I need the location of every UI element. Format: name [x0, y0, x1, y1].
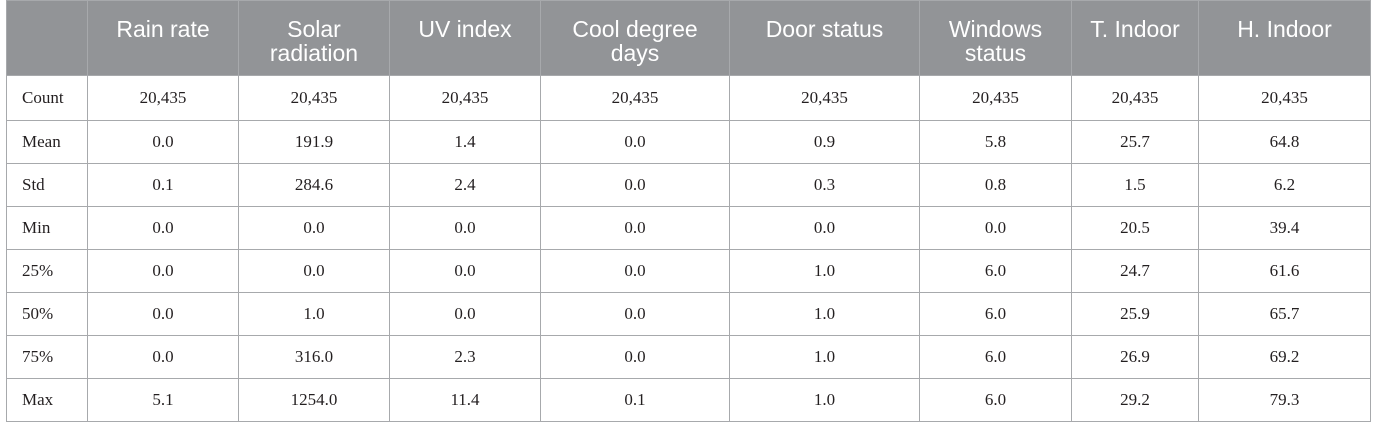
- cell-windows-status: 6.0: [919, 378, 1072, 422]
- cell-t-indoor: 25.7: [1071, 120, 1199, 164]
- statistics-table: Rain rate Solar radiation UV index Cool …: [6, 0, 1371, 422]
- cell-rain-rate: 20,435: [87, 75, 239, 121]
- cell-rain-rate: 0.0: [87, 335, 239, 379]
- cell-rain-rate: 0.0: [87, 249, 239, 293]
- cell-uv-index: 1.4: [389, 120, 541, 164]
- cell-uv-index: 0.0: [389, 249, 541, 293]
- cell-windows-status: 5.8: [919, 120, 1072, 164]
- header-corner-cell: [6, 0, 88, 76]
- cell-solar-radiation: 20,435: [238, 75, 390, 121]
- column-header-cool-degree-days: Cool degree days: [540, 0, 730, 76]
- cell-t-indoor: 29.2: [1071, 378, 1199, 422]
- cell-solar-radiation: 0.0: [238, 249, 390, 293]
- cell-door-status: 1.0: [729, 249, 920, 293]
- row-label: 75%: [6, 335, 88, 379]
- cell-t-indoor: 20.5: [1071, 206, 1199, 250]
- cell-h-indoor: 6.2: [1198, 163, 1371, 207]
- cell-windows-status: 6.0: [919, 249, 1072, 293]
- row-label: Max: [6, 378, 88, 422]
- cell-door-status: 1.0: [729, 378, 920, 422]
- cell-solar-radiation: 1.0: [238, 292, 390, 336]
- cell-rain-rate: 0.0: [87, 206, 239, 250]
- cell-cool-degree-days: 0.0: [540, 335, 730, 379]
- column-header-rain-rate: Rain rate: [87, 0, 239, 76]
- cell-solar-radiation: 191.9: [238, 120, 390, 164]
- cell-h-indoor: 65.7: [1198, 292, 1371, 336]
- table-row-count: Count 20,435 20,435 20,435 20,435 20,435 20,43…: [6, 75, 1371, 121]
- cell-rain-rate: 5.1: [87, 378, 239, 422]
- cell-windows-status: 0.0: [919, 206, 1072, 250]
- cell-door-status: 20,435: [729, 75, 920, 121]
- cell-uv-index: 0.0: [389, 292, 541, 336]
- cell-cool-degree-days: 0.1: [540, 378, 730, 422]
- cell-cool-degree-days: 0.0: [540, 206, 730, 250]
- table-row-p25: 25% 0.0 0.0 0.0 0.0 1.0 6.0 24.7 61.6: [6, 249, 1371, 293]
- cell-cool-degree-days: 0.0: [540, 163, 730, 207]
- cell-t-indoor: 26.9: [1071, 335, 1199, 379]
- cell-windows-status: 0.8: [919, 163, 1072, 207]
- cell-uv-index: 20,435: [389, 75, 541, 121]
- table-row-min: Min 0.0 0.0 0.0 0.0 0.0 0.0 20.5 39.4: [6, 206, 1371, 250]
- cell-windows-status: 6.0: [919, 292, 1072, 336]
- cell-uv-index: 0.0: [389, 206, 541, 250]
- cell-t-indoor: 25.9: [1071, 292, 1199, 336]
- cell-h-indoor: 20,435: [1198, 75, 1371, 121]
- cell-door-status: 1.0: [729, 335, 920, 379]
- cell-windows-status: 20,435: [919, 75, 1072, 121]
- table-row-max: Max 5.1 1254.0 11.4 0.1 1.0 6.0 29.2 79.3: [6, 378, 1371, 422]
- cell-t-indoor: 1.5: [1071, 163, 1199, 207]
- row-label: 50%: [6, 292, 88, 336]
- row-label: 25%: [6, 249, 88, 293]
- cell-solar-radiation: 316.0: [238, 335, 390, 379]
- cell-h-indoor: 79.3: [1198, 378, 1371, 422]
- table-row-p50: 50% 0.0 1.0 0.0 0.0 1.0 6.0 25.9 65.7: [6, 292, 1371, 336]
- cell-cool-degree-days: 20,435: [540, 75, 730, 121]
- cell-door-status: 0.0: [729, 206, 920, 250]
- cell-rain-rate: 0.0: [87, 292, 239, 336]
- cell-rain-rate: 0.0: [87, 120, 239, 164]
- cell-h-indoor: 69.2: [1198, 335, 1371, 379]
- table-header: Rain rate Solar radiation UV index Cool …: [6, 0, 1371, 76]
- column-header-solar-radiation: Solar radiation: [238, 0, 390, 76]
- cell-cool-degree-days: 0.0: [540, 292, 730, 336]
- column-header-t-indoor: T. Indoor: [1071, 0, 1199, 76]
- table-body: Count 20,435 20,435 20,435 20,435 20,435 20,43…: [6, 75, 1371, 422]
- cell-door-status: 1.0: [729, 292, 920, 336]
- row-label: Min: [6, 206, 88, 250]
- cell-t-indoor: 20,435: [1071, 75, 1199, 121]
- table-row-p75: 75% 0.0 316.0 2.3 0.0 1.0 6.0 26.9 69.2: [6, 335, 1371, 379]
- cell-windows-status: 6.0: [919, 335, 1072, 379]
- cell-h-indoor: 61.6: [1198, 249, 1371, 293]
- header-row: Rain rate Solar radiation UV index Cool …: [6, 0, 1371, 76]
- cell-uv-index: 11.4: [389, 378, 541, 422]
- cell-uv-index: 2.3: [389, 335, 541, 379]
- row-label: Count: [6, 75, 88, 121]
- column-header-door-status: Door status: [729, 0, 920, 76]
- cell-rain-rate: 0.1: [87, 163, 239, 207]
- row-label: Mean: [6, 120, 88, 164]
- cell-solar-radiation: 284.6: [238, 163, 390, 207]
- row-label: Std: [6, 163, 88, 207]
- table-row-mean: Mean 0.0 191.9 1.4 0.0 0.9 5.8 25.7 64.8: [6, 120, 1371, 164]
- cell-uv-index: 2.4: [389, 163, 541, 207]
- column-header-h-indoor: H. Indoor: [1198, 0, 1371, 76]
- column-header-uv-index: UV index: [389, 0, 541, 76]
- cell-door-status: 0.3: [729, 163, 920, 207]
- cell-cool-degree-days: 0.0: [540, 120, 730, 164]
- cell-cool-degree-days: 0.0: [540, 249, 730, 293]
- cell-h-indoor: 39.4: [1198, 206, 1371, 250]
- cell-h-indoor: 64.8: [1198, 120, 1371, 164]
- cell-t-indoor: 24.7: [1071, 249, 1199, 293]
- cell-door-status: 0.9: [729, 120, 920, 164]
- table-row-std: Std 0.1 284.6 2.4 0.0 0.3 0.8 1.5 6.2: [6, 163, 1371, 207]
- cell-solar-radiation: 1254.0: [238, 378, 390, 422]
- column-header-windows-status: Windows status: [919, 0, 1072, 76]
- cell-solar-radiation: 0.0: [238, 206, 390, 250]
